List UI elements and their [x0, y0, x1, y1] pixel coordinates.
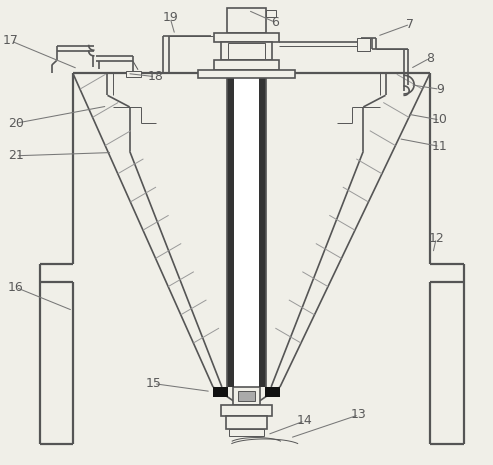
Text: 12: 12	[428, 232, 444, 245]
Polygon shape	[227, 73, 234, 387]
Bar	[357, 38, 370, 51]
Text: 18: 18	[147, 70, 163, 83]
Bar	[229, 429, 264, 436]
Text: 8: 8	[426, 52, 434, 65]
Bar	[221, 42, 272, 60]
Polygon shape	[213, 387, 228, 397]
Text: 13: 13	[351, 408, 367, 421]
Text: 21: 21	[8, 149, 24, 162]
Bar	[226, 416, 267, 429]
Text: 20: 20	[8, 117, 24, 130]
Bar	[214, 33, 279, 42]
Bar	[233, 387, 260, 405]
Polygon shape	[265, 387, 280, 397]
Bar	[126, 71, 141, 77]
Bar	[227, 8, 266, 33]
Bar	[238, 391, 255, 401]
Text: 6: 6	[271, 16, 279, 29]
Bar	[198, 70, 295, 78]
Text: 19: 19	[162, 11, 178, 24]
Text: 9: 9	[436, 83, 444, 96]
Text: 15: 15	[146, 377, 162, 390]
Text: 14: 14	[297, 414, 313, 427]
Text: 7: 7	[406, 18, 414, 31]
Polygon shape	[259, 73, 266, 387]
Polygon shape	[227, 73, 266, 387]
Bar	[214, 60, 279, 70]
Text: 10: 10	[432, 113, 448, 126]
Text: 11: 11	[432, 140, 448, 153]
Bar	[221, 405, 272, 416]
Text: 16: 16	[8, 281, 24, 294]
Bar	[266, 10, 276, 17]
Bar	[228, 43, 265, 59]
Text: 17: 17	[3, 34, 19, 47]
